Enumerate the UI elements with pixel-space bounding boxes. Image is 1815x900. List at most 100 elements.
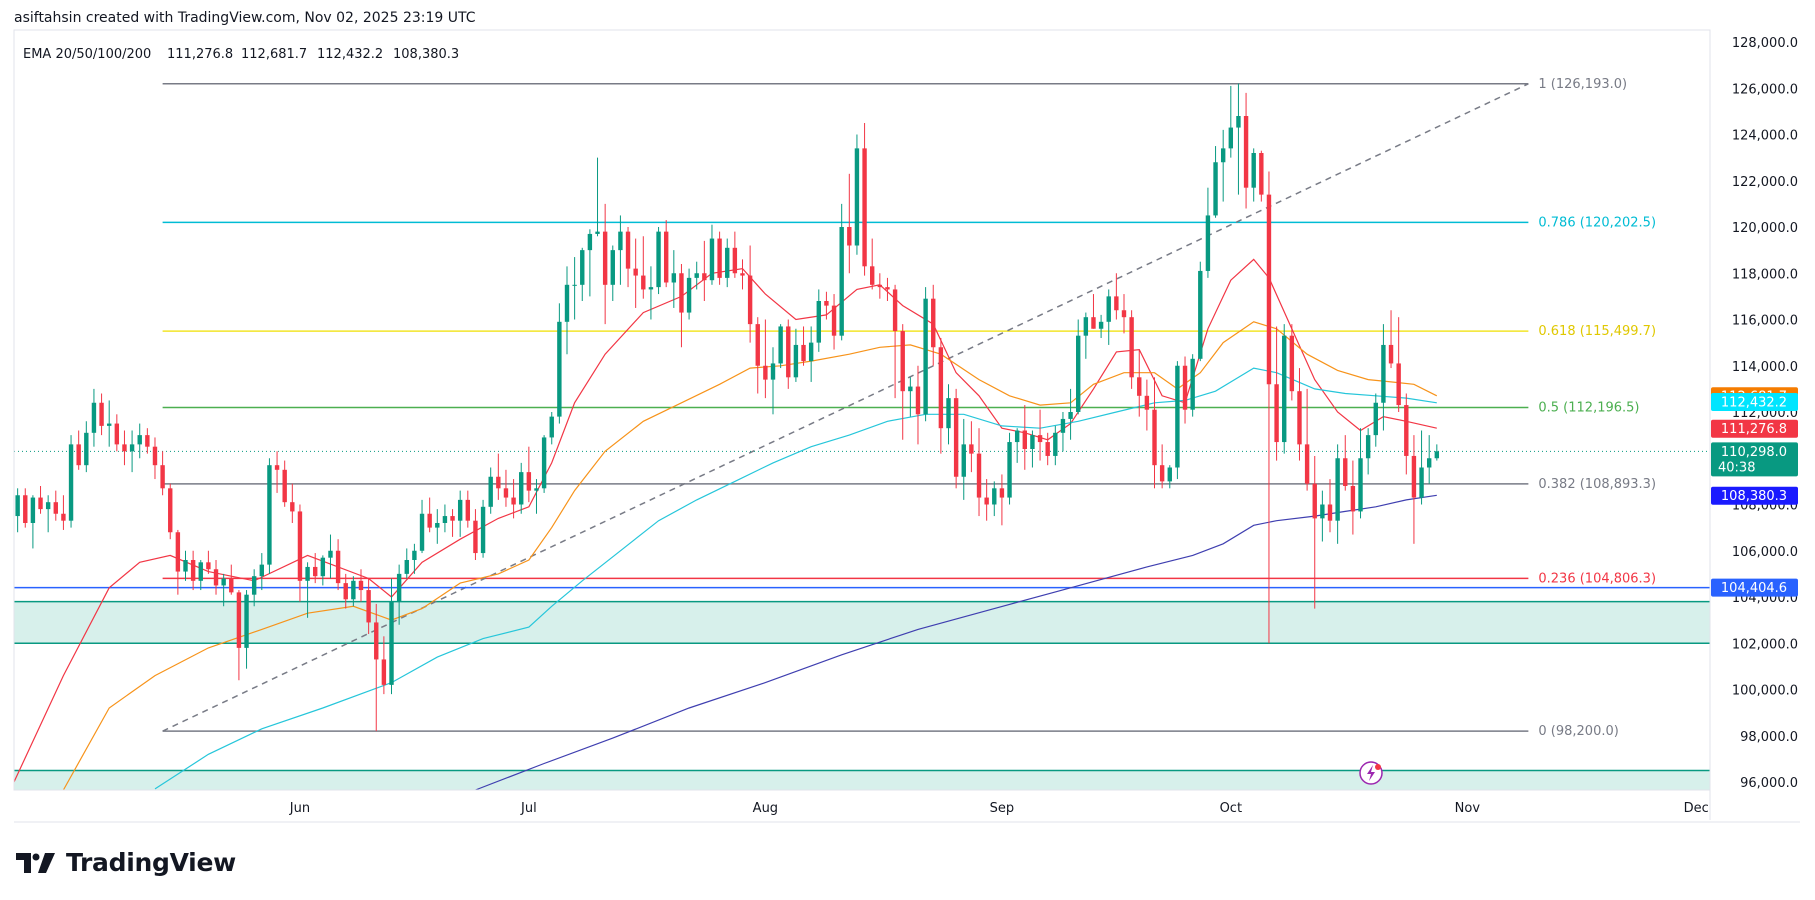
price-tag-bg: [1711, 578, 1798, 597]
candle-body: [1144, 395, 1150, 410]
ema-legend-value-3: 108,380.3: [393, 47, 459, 62]
candle-107: [824, 291, 829, 320]
y-tick-label: 106,000.0: [1732, 545, 1798, 560]
candle-114: [877, 273, 883, 299]
candle-body: [1312, 483, 1317, 519]
candle-body: [297, 511, 303, 581]
candle-139: [1068, 388, 1073, 440]
candle-body: [396, 573, 402, 602]
candle-21: [168, 483, 173, 540]
candle-body: [976, 453, 982, 498]
candle-89: [686, 268, 692, 320]
candle-108: [831, 294, 837, 350]
candle-164: [1259, 150, 1264, 202]
candle-body: [1373, 402, 1378, 436]
candle-body: [374, 622, 379, 660]
tradingview-logo-text: TradingView: [66, 848, 236, 877]
candle-115: [885, 277, 890, 301]
candle-33: [259, 553, 264, 591]
candle-body: [419, 513, 425, 551]
candle-25: [198, 560, 203, 591]
candle-body: [862, 148, 867, 267]
candle-96: [740, 259, 745, 290]
tradingview-logo-icon: [16, 852, 55, 873]
candle-124: [953, 388, 959, 489]
candle-44: [343, 573, 348, 609]
candle-98: [755, 317, 760, 394]
fib-level-label-1: 0.786 (120,202.5): [1538, 215, 1656, 230]
candle-body: [68, 444, 74, 521]
ema-legend-value-1: 112,681.7: [241, 47, 307, 62]
horizontal-lines: [14, 450, 1710, 589]
candle-1: [15, 488, 20, 533]
candle-152: [1167, 465, 1172, 489]
candle-146: [1121, 294, 1127, 334]
candle-42: [328, 534, 333, 579]
candle-9: [76, 430, 81, 470]
candle-53: [412, 543, 417, 574]
candle-body: [129, 444, 135, 452]
candle-55: [427, 497, 432, 533]
candle-body: [1083, 317, 1089, 336]
candle-12: [99, 393, 104, 436]
candle-135: [1037, 409, 1043, 461]
candle-54: [419, 499, 425, 554]
candle-body: [1037, 435, 1043, 443]
candle-159: [1220, 129, 1226, 202]
candle-105: [808, 326, 814, 382]
candle-body: [1182, 365, 1188, 410]
candle-body: [641, 275, 646, 290]
candlestick-series: [15, 83, 1440, 732]
candle-body: [175, 532, 181, 572]
candle-13: [107, 400, 112, 447]
candle-body: [412, 550, 417, 560]
candle-57: [442, 504, 448, 533]
candle-body: [564, 284, 570, 322]
y-tick-label: 122,000.0: [1732, 175, 1798, 190]
candle-138: [1060, 412, 1066, 452]
candle-body: [1350, 486, 1356, 512]
candle-body: [557, 321, 562, 417]
candle-body: [946, 398, 951, 429]
candle-187: [1434, 444, 1440, 461]
candle-56: [435, 509, 440, 544]
x-tick-label: Jul: [520, 801, 537, 816]
price-tag-countdown: 40:38: [1718, 460, 1755, 475]
candle-3: [30, 495, 36, 549]
candle-body: [618, 231, 623, 251]
candle-body: [747, 275, 753, 325]
candle-body: [725, 247, 730, 278]
candle-body: [488, 476, 493, 507]
price-tag-text: 111,276.8: [1721, 422, 1787, 437]
candle-22: [175, 529, 181, 595]
candle-144: [1106, 289, 1111, 345]
candle-body: [213, 569, 219, 586]
fib-level-label-0: 1 (126,193.0): [1538, 77, 1627, 92]
candle-body: [900, 331, 905, 392]
candle-117: [900, 324, 905, 440]
candle-129: [992, 481, 997, 517]
candle-body: [602, 231, 608, 285]
candle-body: [656, 231, 661, 288]
candle-156: [1198, 261, 1203, 362]
candle-body: [244, 594, 249, 648]
ema-lines: [13, 258, 1438, 791]
support-zone-1: [14, 770, 1710, 790]
price-tag-5: 104,404.6: [1711, 578, 1798, 597]
candle-body: [1297, 391, 1302, 445]
candle-176: [1350, 460, 1356, 535]
fib-level-label-4: 0.382 (108,893.3): [1538, 477, 1656, 492]
candle-110: [847, 173, 852, 274]
candle-body: [1289, 335, 1295, 392]
candle-148: [1137, 349, 1142, 417]
candle-body: [53, 502, 58, 514]
candle-body: [1274, 384, 1279, 443]
candle-body: [854, 148, 860, 246]
candle-48: [374, 603, 379, 732]
candle-body: [915, 386, 921, 415]
ema-line-0: [13, 258, 1437, 783]
candle-106: [816, 289, 821, 352]
lightning-icon[interactable]: [1359, 761, 1383, 785]
candle-body: [908, 386, 913, 392]
